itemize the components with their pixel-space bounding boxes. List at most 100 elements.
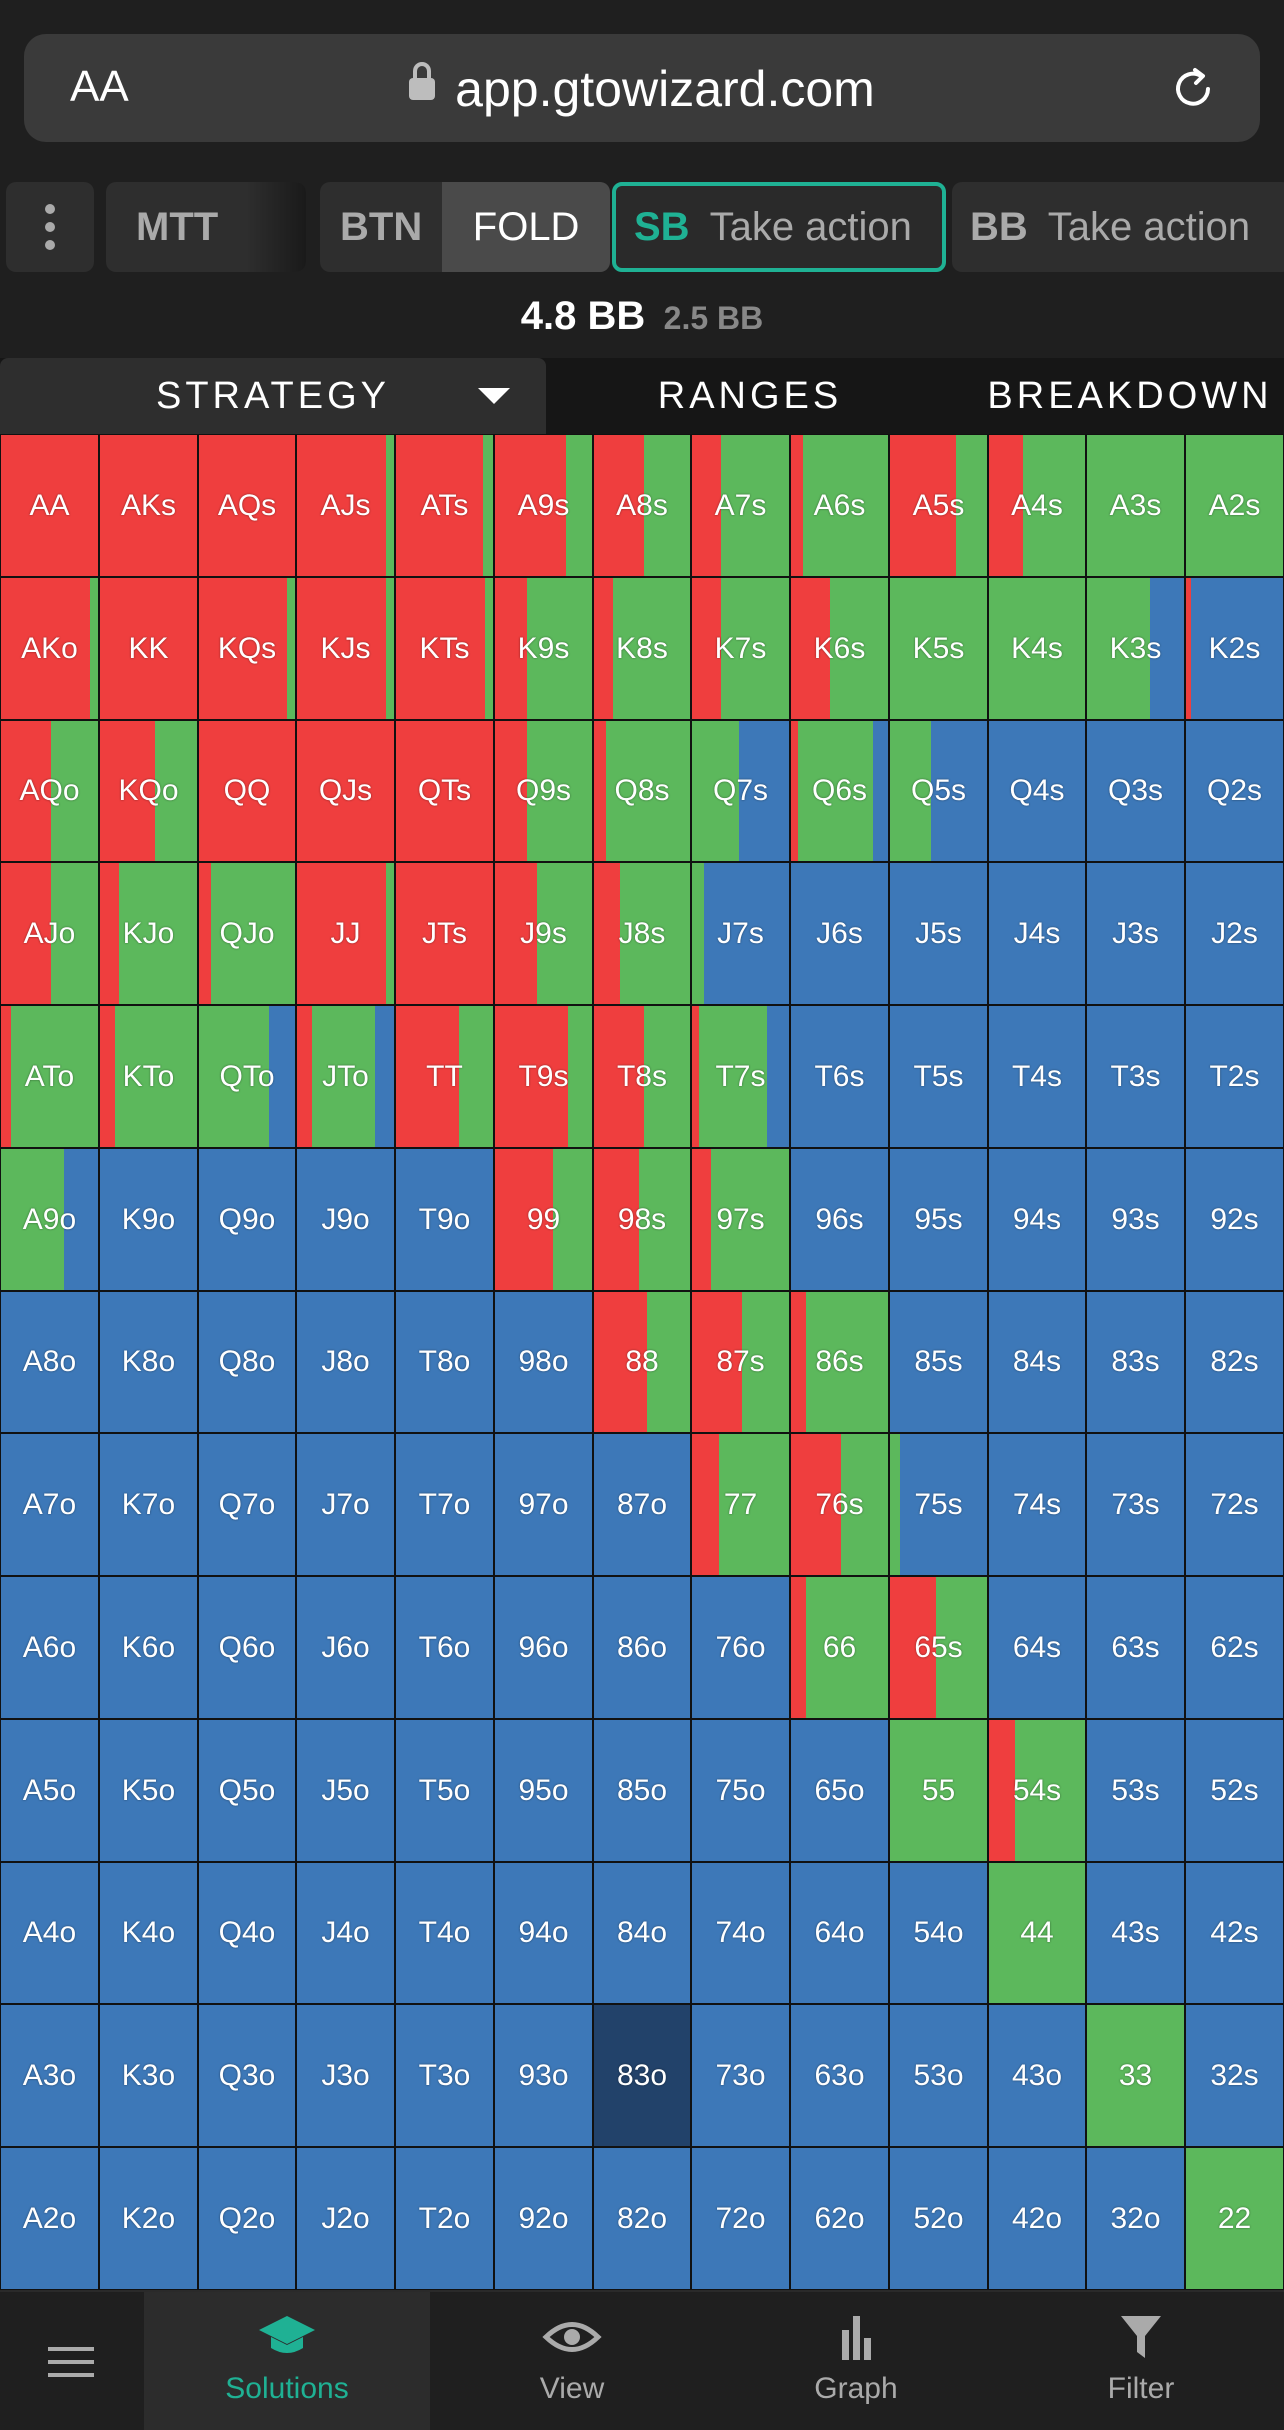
hand-cell-J9s[interactable]: J9s [495,863,592,1004]
hand-cell-T6s[interactable]: T6s [791,1006,888,1147]
hand-cell-KQo[interactable]: KQo [100,721,197,861]
hand-cell-Q6s[interactable]: Q6s [791,721,888,861]
hand-cell-32s[interactable]: 32s [1186,2005,1283,2146]
hand-cell-75s[interactable]: 75s [890,1434,987,1575]
hand-cell-65o[interactable]: 65o [791,1720,888,1861]
hand-cell-Q5o[interactable]: Q5o [199,1720,295,1861]
hand-cell-T2o[interactable]: T2o [396,2148,493,2289]
hand-cell-76o[interactable]: 76o [692,1577,789,1718]
hand-cell-K3s[interactable]: K3s [1087,578,1184,719]
hand-cell-A2s[interactable]: A2s [1186,435,1283,576]
hand-cell-AJo[interactable]: AJo [1,863,98,1004]
hand-cell-63s[interactable]: 63s [1087,1577,1184,1718]
hand-cell-87o[interactable]: 87o [594,1434,690,1575]
hand-cell-T3s[interactable]: T3s [1087,1006,1184,1147]
hand-cell-42o[interactable]: 42o [989,2148,1085,2289]
hand-cell-KK[interactable]: KK [100,578,197,719]
hand-cell-Q8s[interactable]: Q8s [594,721,690,861]
hand-cell-QJo[interactable]: QJo [199,863,295,1004]
hand-cell-AKo[interactable]: AKo [1,578,98,719]
hand-cell-88[interactable]: 88 [594,1292,690,1432]
hand-cell-KTs[interactable]: KTs [396,578,493,719]
hand-cell-Q3s[interactable]: Q3s [1087,721,1184,861]
hand-cell-A8s[interactable]: A8s [594,435,690,576]
hand-cell-K4o[interactable]: K4o [100,1863,197,2003]
hand-cell-86s[interactable]: 86s [791,1292,888,1432]
hand-cell-T2s[interactable]: T2s [1186,1006,1283,1147]
hand-cell-Q2s[interactable]: Q2s [1186,721,1283,861]
hand-cell-K6s[interactable]: K6s [791,578,888,719]
hand-cell-55[interactable]: 55 [890,1720,987,1861]
hand-cell-K2o[interactable]: K2o [100,2148,197,2289]
hand-cell-63o[interactable]: 63o [791,2005,888,2146]
hand-cell-T4s[interactable]: T4s [989,1006,1085,1147]
hand-cell-22[interactable]: 22 [1186,2148,1283,2289]
hand-cell-K6o[interactable]: K6o [100,1577,197,1718]
hand-cell-KTo[interactable]: KTo [100,1006,197,1147]
hand-cell-J6o[interactable]: J6o [297,1577,394,1718]
hand-cell-95o[interactable]: 95o [495,1720,592,1861]
hand-cell-54o[interactable]: 54o [890,1863,987,2003]
hand-cell-K7o[interactable]: K7o [100,1434,197,1575]
hand-cell-JTo[interactable]: JTo [297,1006,394,1147]
hand-cell-84o[interactable]: 84o [594,1863,690,2003]
tab-ranges[interactable]: RANGES [590,358,910,434]
nav-filter[interactable]: Filter [998,2292,1284,2430]
hand-cell-64o[interactable]: 64o [791,1863,888,2003]
hand-cell-53o[interactable]: 53o [890,2005,987,2146]
hand-cell-96s[interactable]: 96s [791,1149,888,1290]
hand-cell-73s[interactable]: 73s [1087,1434,1184,1575]
hand-cell-75o[interactable]: 75o [692,1720,789,1861]
hand-cell-J7s[interactable]: J7s [692,863,789,1004]
tab-breakdown[interactable]: BREAKDOWN [960,358,1284,434]
url-display[interactable]: app.gtowizard.com [24,60,1260,118]
hand-cell-K5o[interactable]: K5o [100,1720,197,1861]
hand-cell-K4s[interactable]: K4s [989,578,1085,719]
hand-cell-J4o[interactable]: J4o [297,1863,394,2003]
hand-cell-82s[interactable]: 82s [1186,1292,1283,1432]
hand-cell-J2o[interactable]: J2o [297,2148,394,2289]
hand-cell-J7o[interactable]: J7o [297,1434,394,1575]
hand-cell-97s[interactable]: 97s [692,1149,789,1290]
hand-cell-42s[interactable]: 42s [1186,1863,1283,2003]
hand-cell-97o[interactable]: 97o [495,1434,592,1575]
hand-cell-AKs[interactable]: AKs [100,435,197,576]
hand-cell-87s[interactable]: 87s [692,1292,789,1432]
hand-cell-ATs[interactable]: ATs [396,435,493,576]
hand-cell-QTs[interactable]: QTs [396,721,493,861]
hand-cell-A3s[interactable]: A3s [1087,435,1184,576]
hand-cell-Q9s[interactable]: Q9s [495,721,592,861]
hand-cell-A5o[interactable]: A5o [1,1720,98,1861]
hand-cell-Q4s[interactable]: Q4s [989,721,1085,861]
hand-cell-54s[interactable]: 54s [989,1720,1085,1861]
hand-cell-A9o[interactable]: A9o [1,1149,98,1290]
hand-cell-TT[interactable]: TT [396,1006,493,1147]
hand-cell-AQs[interactable]: AQs [199,435,295,576]
hand-cell-62o[interactable]: 62o [791,2148,888,2289]
hand-cell-A7o[interactable]: A7o [1,1434,98,1575]
hand-cell-K9o[interactable]: K9o [100,1149,197,1290]
hand-cell-J3s[interactable]: J3s [1087,863,1184,1004]
nav-graph[interactable]: Graph [714,2292,998,2430]
hand-cell-Q3o[interactable]: Q3o [199,2005,295,2146]
sb-action-button[interactable]: SB Take action [612,182,946,272]
hand-cell-K3o[interactable]: K3o [100,2005,197,2146]
hand-cell-A2o[interactable]: A2o [1,2148,98,2289]
hand-cell-72s[interactable]: 72s [1186,1434,1283,1575]
hand-cell-KJo[interactable]: KJo [100,863,197,1004]
hand-cell-74s[interactable]: 74s [989,1434,1085,1575]
hand-cell-J5s[interactable]: J5s [890,863,987,1004]
hand-cell-J8s[interactable]: J8s [594,863,690,1004]
nav-solutions[interactable]: Solutions [144,2292,430,2430]
hand-cell-A6o[interactable]: A6o [1,1577,98,1718]
hand-cell-Q8o[interactable]: Q8o [199,1292,295,1432]
hand-cell-85o[interactable]: 85o [594,1720,690,1861]
hand-cell-QTo[interactable]: QTo [199,1006,295,1147]
hand-cell-K8o[interactable]: K8o [100,1292,197,1432]
hand-cell-83s[interactable]: 83s [1087,1292,1184,1432]
hand-cell-T5s[interactable]: T5s [890,1006,987,1147]
hand-cell-62s[interactable]: 62s [1186,1577,1283,1718]
hand-cell-Q4o[interactable]: Q4o [199,1863,295,2003]
hand-cell-52o[interactable]: 52o [890,2148,987,2289]
hand-cell-J3o[interactable]: J3o [297,2005,394,2146]
